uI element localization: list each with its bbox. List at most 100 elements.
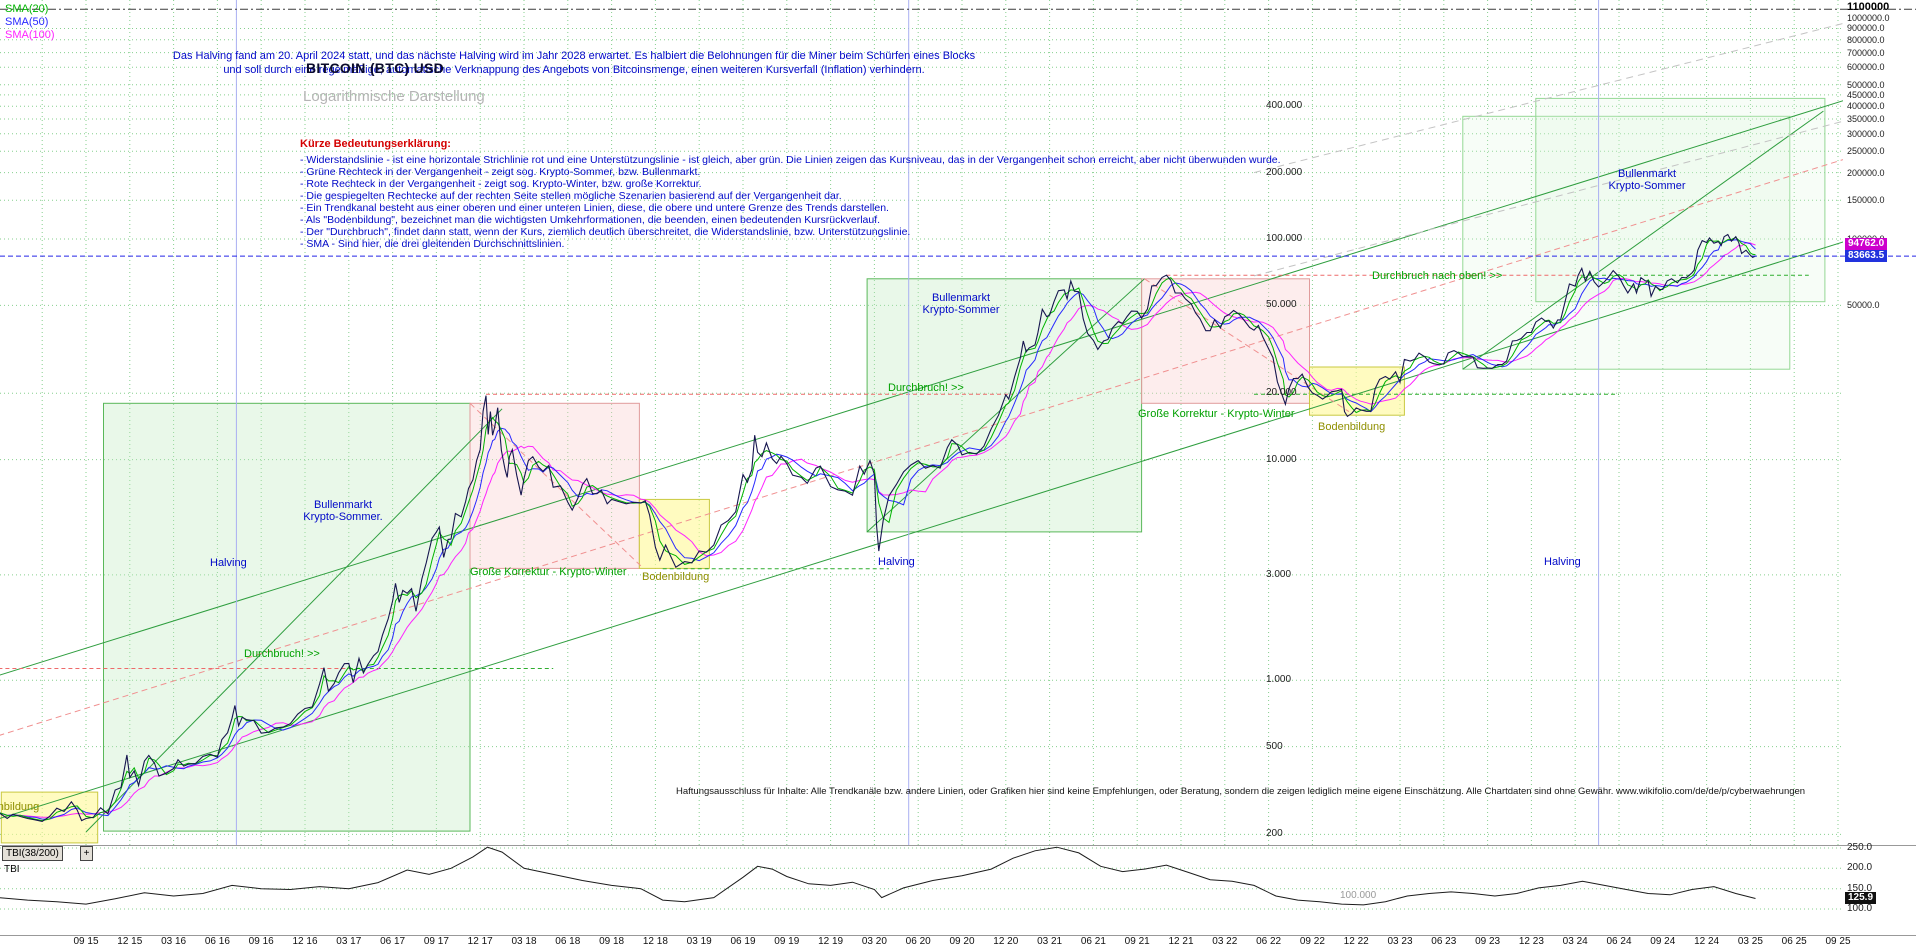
x-axis-label: 09 18 — [599, 936, 625, 947]
sma20-line — [0, 236, 1756, 822]
x-axis-label: 12 21 — [1168, 936, 1194, 947]
price-axis-right-label: 500000.0 — [1847, 79, 1885, 90]
annotation-korrektur-1: Große Korrektur - Krypto-Winter — [470, 566, 627, 578]
explanation-line: - Rote Rechteck in der Vergangenheit - z… — [300, 178, 702, 190]
x-axis-label: 06 25 — [1781, 936, 1807, 947]
tbi-inner-label: 100.000 — [1340, 890, 1377, 901]
zone-boden — [1309, 366, 1405, 416]
annotation-text: Bullenmarkt — [313, 499, 373, 511]
explanation-heading: Kürze Bedeutungserklärung: — [300, 138, 451, 150]
x-axis-label: 09 16 — [248, 936, 274, 947]
x-axis-label: 03 16 — [161, 936, 187, 947]
zone-korrektur — [1141, 278, 1310, 404]
price-axis-right-label: 250000.0 — [1847, 146, 1885, 157]
price-axis-label: 10.000 — [1266, 453, 1297, 465]
x-axis-label: 03 18 — [511, 936, 537, 947]
x-axis-label: 03 24 — [1562, 936, 1588, 947]
x-axis-label: 09 24 — [1650, 936, 1676, 947]
x-axis-label: 03 19 — [686, 936, 712, 947]
x-axis-label: 12 18 — [642, 936, 668, 947]
halving-note-line1: Das Halving fand am 20. April 2024 statt… — [172, 50, 976, 62]
channel-green-trendline — [1462, 110, 1824, 370]
explanation-line: - Als "Bodenbildung", bezeichnet man die… — [300, 214, 881, 226]
tbi-axis-label: 100.0 — [1847, 903, 1873, 914]
sma100-price-badge: 94762.0 — [1845, 238, 1888, 251]
main-plot-area — [0, 0, 1843, 845]
tbi-indicator-label[interactable]: TBI(38/200) — [2, 846, 63, 861]
annotation-durchbruch-oben: Durchbruch nach oben! >> — [1372, 270, 1503, 282]
tbi-line — [0, 846, 1756, 906]
price-axis-right-label: 400000.0 — [1847, 101, 1885, 112]
x-axis-label: 12 23 — [1518, 936, 1544, 947]
price-axis-label: 200.000 — [1266, 166, 1303, 178]
dashed-red-trendline — [0, 159, 1843, 736]
price-axis-right-label: 350000.0 — [1847, 113, 1885, 124]
annotation-text: Krypto-Sommer. — [303, 511, 383, 523]
sma20-legend-label: SMA(20) — [5, 3, 49, 15]
x-axis-label: 09 19 — [774, 936, 800, 947]
x-axis-label: 09 20 — [949, 936, 975, 947]
price-axis-right-label: 900000.0 — [1847, 23, 1885, 34]
chart-subtitle: Logarithmische Darstellung — [303, 88, 485, 105]
x-axis-label: 06 17 — [380, 936, 406, 947]
price-axis-label: 3.000 — [1266, 568, 1292, 580]
x-axis-label: 12 20 — [993, 936, 1019, 947]
sma50-legend-label: SMA(50) — [5, 16, 49, 28]
x-axis-label: 06 16 — [204, 936, 230, 947]
x-axis-label: 06 23 — [1431, 936, 1457, 947]
sma100-line — [0, 242, 1756, 818]
x-axis-label: 12 16 — [292, 936, 318, 947]
annotation-text: Krypto-Sommer — [1608, 180, 1686, 192]
price-axis-label: 200 — [1266, 828, 1283, 840]
price-axis-label: 1.000 — [1266, 674, 1292, 686]
zone-bull — [103, 402, 471, 832]
channel-green-trendline — [0, 241, 1843, 819]
explanation-line: - Die gespiegelten Rechtecke auf der rec… — [300, 190, 842, 202]
annotation-durchbruch-2: Durchbruch! >> — [888, 382, 964, 394]
annotation-bodenbildung-1: Bodenbildung — [642, 571, 710, 583]
annotation-bullmarket-2: Bullenmarkt Krypto-Sommer — [886, 292, 1036, 316]
annotation-text: Bullenmarkt — [1617, 168, 1677, 180]
annotation-text: Bullenmarkt — [931, 292, 991, 304]
annotation-durchbruch-1: Durchbruch! >> — [244, 648, 320, 660]
tbi-axis-label: 200.0 — [1847, 862, 1873, 874]
x-axis-label: 09 25 — [1825, 936, 1851, 947]
x-axis-label: 03 22 — [1212, 936, 1238, 947]
zone-bull-future — [1462, 115, 1791, 370]
x-axis-label: 09 23 — [1475, 936, 1501, 947]
x-axis-label: 12 19 — [818, 936, 844, 947]
explanation-line: - Widerstandslinie - ist eine horizontal… — [300, 154, 1281, 166]
x-axis-label: 09 21 — [1124, 936, 1150, 947]
x-axis-label: 06 21 — [1080, 936, 1106, 947]
explanation-line: - SMA - Sind hier, die drei gleitenden D… — [300, 238, 565, 250]
btc-price-line — [0, 233, 1756, 822]
annotation-korrektur-2: Große Korrektur - Krypto-Winter — [1138, 408, 1295, 420]
annotation-bodenbildung-0: Bodenbildung — [0, 801, 40, 813]
tbi-axis-label: 150.0 — [1847, 882, 1873, 894]
price-axis-label: 400.000 — [1266, 100, 1303, 112]
x-axis-label: 09 15 — [73, 936, 99, 947]
zone-bull-future — [1535, 97, 1826, 303]
explanation-line: - Der "Durchbruch", findet dann statt, w… — [300, 226, 911, 238]
price-axis-right-label: 600000.0 — [1847, 62, 1885, 73]
halving-note: Das Halving fand am 20. April 2024 statt… — [124, 49, 1024, 77]
x-axis-label: 06 18 — [555, 936, 581, 947]
x-axis-label: 12 17 — [467, 936, 493, 947]
price-axis-right-label: 700000.0 — [1847, 47, 1885, 58]
annotation-halving-3: Halving — [1544, 556, 1581, 568]
price-axis-right-label: 450000.0 — [1847, 89, 1885, 100]
x-axis-label: 03 20 — [861, 936, 887, 947]
channel-green-trendline — [0, 100, 1843, 676]
price-axis-label: 50.000 — [1266, 299, 1297, 311]
explanation-line: - Ein Trendkanal besteht aus einer obere… — [300, 202, 889, 214]
price-axis-label: 500 — [1266, 740, 1283, 752]
x-axis-label: 09 22 — [1299, 936, 1325, 947]
x-axis-label: 03 21 — [1037, 936, 1063, 947]
price-axis-right-label: 50000.0 — [1847, 300, 1880, 311]
x-axis-label: 03 17 — [336, 936, 362, 947]
sma100-legend-label: SMA(100) — [5, 29, 55, 41]
tbi-name-label: TBI — [4, 864, 20, 875]
add-indicator-button[interactable]: + — [80, 846, 93, 861]
